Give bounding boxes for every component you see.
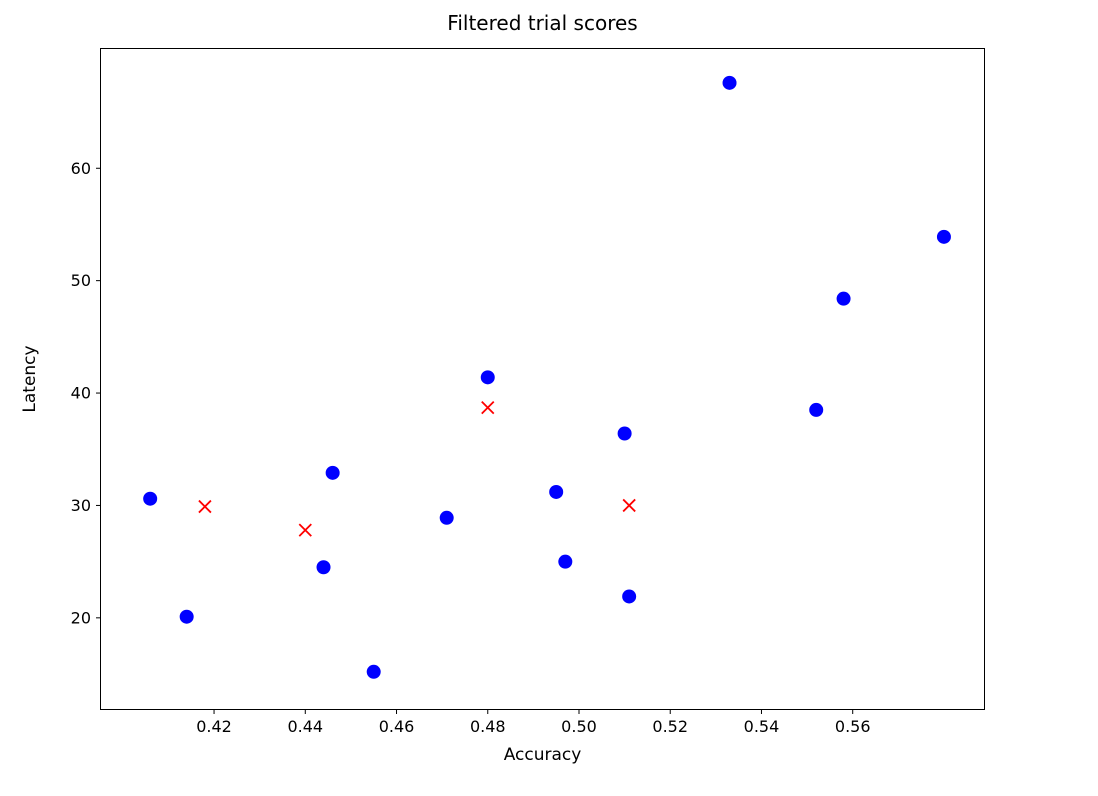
data-point-x xyxy=(298,523,312,537)
x-tick-label: 0.56 xyxy=(835,717,871,736)
data-point-circle xyxy=(143,491,158,506)
y-axis-label: Latency xyxy=(20,345,40,413)
data-point-circle xyxy=(316,560,331,575)
y-tick-label: 50 xyxy=(71,271,91,290)
x-tick-label: 0.44 xyxy=(287,717,323,736)
data-point-circle xyxy=(366,664,381,679)
x-tick-label: 0.54 xyxy=(744,717,780,736)
x-tick-label: 0.48 xyxy=(470,717,506,736)
data-point-circle xyxy=(809,402,824,417)
x-tick-label: 0.52 xyxy=(652,717,688,736)
y-tick-label: 20 xyxy=(71,608,91,627)
data-point-x xyxy=(622,498,636,513)
data-point-circle xyxy=(480,370,495,385)
data-point-circle xyxy=(722,75,737,90)
data-point-x xyxy=(481,401,495,415)
x-tick-label: 0.42 xyxy=(196,717,232,736)
chart-title: Filtered trial scores xyxy=(447,11,638,35)
data-point-circle xyxy=(617,426,632,441)
plot-area: 0.42 0.44 0.46 0.48 0.50 0.52 0.54 0.56 20 30 40 50… xyxy=(71,48,985,736)
data-point-circle xyxy=(179,609,194,624)
axes-frame xyxy=(100,48,985,710)
y-tick-label: 30 xyxy=(71,496,91,515)
data-point-circle xyxy=(549,484,564,499)
data-point-circle xyxy=(325,465,340,480)
data-point-circle xyxy=(558,554,573,569)
y-tick-label: 40 xyxy=(71,384,91,403)
data-point-circle xyxy=(439,510,454,525)
data-point-x xyxy=(198,499,212,514)
x-axis-label: Accuracy xyxy=(503,745,582,765)
data-point-circle xyxy=(936,229,951,244)
data-point-circle xyxy=(836,291,851,306)
x-tick-label: 0.46 xyxy=(379,717,415,736)
data-point-circle xyxy=(622,589,637,604)
x-tick-label: 0.50 xyxy=(561,717,597,736)
y-tick-label: 60 xyxy=(71,159,91,178)
